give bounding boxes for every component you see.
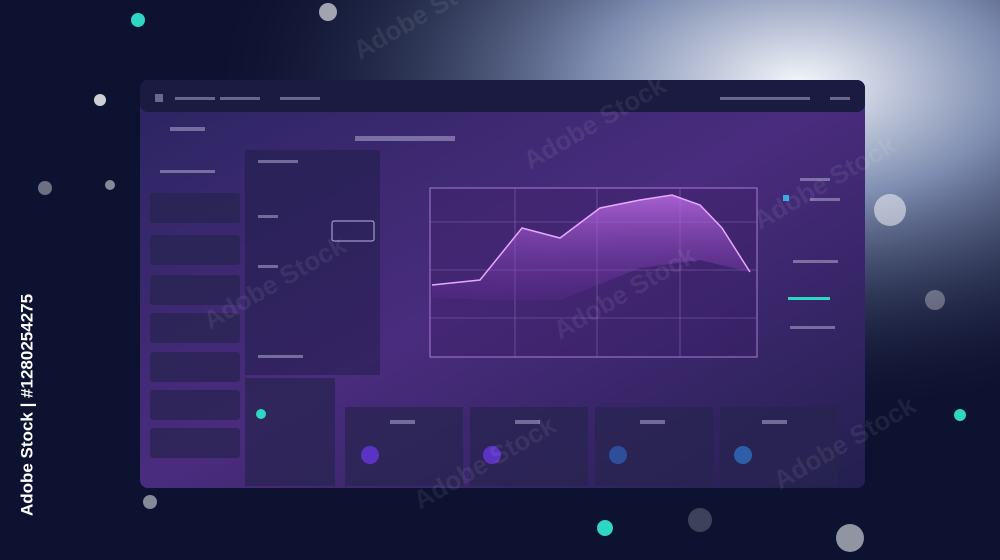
bokeh-dot — [597, 520, 613, 536]
menu-item[interactable] — [280, 97, 320, 100]
placeholder-text — [355, 136, 455, 141]
placeholder-text — [258, 160, 298, 163]
top-bar-items — [155, 94, 850, 102]
menu-item[interactable] — [720, 97, 810, 100]
graph-line — [431, 194, 751, 286]
indicator — [788, 297, 830, 300]
sidebar-card[interactable] — [150, 193, 240, 223]
right-column — [783, 178, 840, 329]
sidebar-card[interactable] — [150, 313, 240, 343]
bottom-card[interactable] — [245, 378, 335, 486]
graph-area — [432, 195, 750, 300]
placeholder-text — [258, 265, 278, 268]
placeholder-text — [762, 420, 787, 424]
icon — [483, 446, 501, 464]
placeholder-text — [258, 355, 303, 358]
bokeh-dot — [925, 290, 945, 310]
bokeh-dot — [319, 3, 337, 21]
icon — [361, 446, 379, 464]
menu-item[interactable] — [830, 97, 850, 100]
placeholder-text — [258, 215, 278, 218]
button[interactable] — [331, 220, 375, 242]
sidebar-card[interactable] — [150, 275, 240, 305]
icon — [256, 409, 266, 419]
indicator — [783, 195, 789, 201]
vertical-watermark: Adobe Stock | #1280254275 — [17, 294, 36, 516]
main-graph — [429, 187, 758, 358]
bokeh-dot — [874, 194, 906, 226]
placeholder-text — [160, 170, 215, 173]
icon — [609, 446, 627, 464]
bokeh-dot — [954, 409, 966, 421]
bokeh-dot — [688, 508, 712, 532]
middle-column — [245, 136, 455, 375]
bottom-card[interactable] — [720, 407, 838, 486]
placeholder-text — [793, 260, 838, 263]
sidebar-card[interactable] — [150, 235, 240, 265]
placeholder-text — [515, 420, 540, 424]
placeholder-text — [390, 420, 415, 424]
bottom-card[interactable] — [595, 407, 713, 486]
icon — [734, 446, 752, 464]
bokeh-dot — [143, 495, 157, 509]
sidebar-card[interactable] — [150, 390, 240, 420]
menu-item — [175, 97, 215, 100]
bokeh-dot — [131, 13, 145, 27]
bottom-card[interactable] — [345, 407, 463, 486]
sidebar — [150, 127, 240, 458]
bokeh-dot — [836, 524, 864, 552]
bokeh-dot — [38, 181, 52, 195]
sidebar-card[interactable] — [150, 352, 240, 382]
bokeh-dot — [94, 94, 106, 106]
placeholder-text — [800, 178, 830, 181]
top-bar — [140, 80, 865, 112]
sidebar-card[interactable] — [150, 428, 240, 458]
bokeh-dot — [105, 180, 115, 190]
placeholder-text — [170, 127, 205, 131]
placeholder-text — [640, 420, 665, 424]
bottom-cards — [245, 378, 838, 486]
menu-item — [220, 97, 260, 100]
logo — [155, 94, 163, 102]
bokeh — [38, 3, 966, 552]
placeholder-text — [810, 198, 840, 201]
placeholder-text — [790, 326, 835, 329]
list-panel — [245, 150, 380, 375]
